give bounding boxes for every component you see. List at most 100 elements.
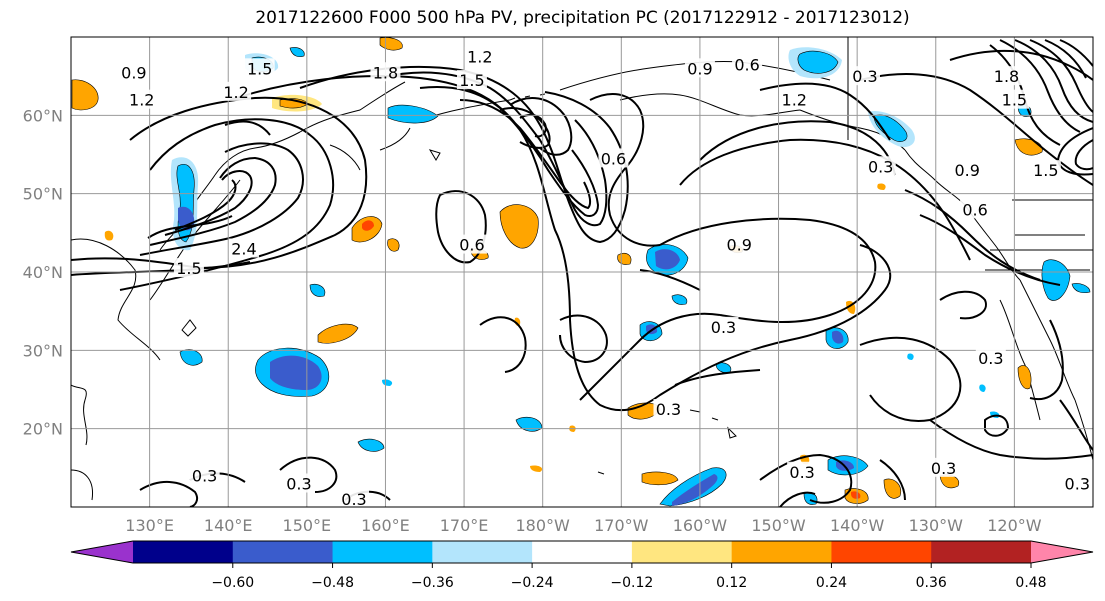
contour-label: 1.8	[994, 67, 1019, 86]
colorbar-tick-label: −0.48	[311, 575, 354, 591]
contour-label: 1.5	[176, 259, 201, 278]
precip-negative-region	[309, 283, 326, 297]
pv-contours	[71, 39, 1093, 507]
precip-negative-region	[270, 355, 322, 390]
contour-label-bg	[975, 348, 1006, 368]
colorbar-bin	[332, 541, 433, 563]
colorbar-tick-label: −0.24	[511, 575, 554, 591]
precip-negative-region	[803, 492, 818, 505]
contour-label: 0.3	[852, 67, 877, 86]
contour-label-bg	[189, 465, 220, 485]
contour-label-bg	[173, 258, 204, 278]
contour-label-bg	[228, 238, 259, 258]
figure-title: 2017122600 F000 500 hPa PV, precipitatio…	[255, 8, 910, 28]
lon-tick-label: 170°W	[594, 516, 649, 535]
contour-label-bg	[1030, 160, 1061, 180]
precip-positive-region	[499, 204, 539, 249]
colorbar-tick-label: −0.60	[211, 575, 254, 591]
precip-negative-region	[357, 438, 385, 452]
contour-label: 0.3	[978, 349, 1003, 368]
precip-negative-region	[289, 47, 305, 58]
contour-label-bg	[999, 89, 1030, 109]
lon-tick-label: 150°W	[751, 516, 806, 535]
contour-label-bg	[456, 70, 487, 90]
precip-negative-region	[515, 416, 543, 432]
lat-tick-label: 40°N	[23, 263, 63, 282]
precip-negative-region	[672, 474, 718, 506]
contour-label: 1.5	[459, 71, 484, 90]
contour-label-bg	[779, 89, 810, 109]
colorbar: −0.60 −0.48 −0.36 −0.24 −0.12 0.12 0.24 0.36 0.4…	[70, 540, 1094, 591]
contour-label: 1.5	[1033, 161, 1058, 180]
contour-label: 1.2	[782, 91, 807, 110]
precip-positive-region	[877, 183, 886, 190]
contour-label: 0.3	[192, 467, 217, 486]
contour-label: 1.5	[1002, 91, 1027, 110]
contour-label: 1.5	[247, 59, 272, 78]
contour-label: 0.6	[962, 200, 987, 219]
contour-label-bg	[952, 160, 983, 180]
contour-label-bg	[708, 316, 739, 336]
colorbar-extend-low	[71, 541, 133, 563]
contour-label: 0.3	[286, 475, 311, 494]
contour-label-bg	[928, 457, 959, 477]
precip-positive-region	[387, 238, 400, 252]
contour-label: 0.9	[121, 63, 146, 82]
contour-label: 0.3	[931, 459, 956, 478]
lon-tick-label: 140°E	[204, 516, 253, 535]
precip-negative-region	[655, 249, 680, 270]
contour-label-bg	[456, 234, 487, 254]
contour-label: 2.4	[231, 240, 256, 259]
precip-negative-region	[907, 353, 914, 360]
contour-label: 0.3	[341, 490, 366, 509]
lon-tick-label: 120°W	[987, 516, 1042, 535]
lon-tick-label: 180°W	[516, 516, 571, 535]
lat-tick-label: 30°N	[23, 341, 63, 360]
precip-negative-region	[797, 50, 839, 74]
latitude-labels: 60°N 50°N 40°N 30°N 20°N	[23, 106, 63, 438]
contour-label: 0.6	[459, 236, 484, 255]
contour-label-bg	[724, 234, 755, 254]
colorbar-tick-label: −0.12	[610, 575, 653, 591]
contour-label-bg	[464, 46, 495, 66]
contour-label: 1.2	[129, 91, 154, 110]
lon-tick-label: 170°E	[440, 516, 489, 535]
precip-positive-region	[641, 471, 679, 486]
contour-label-bg	[991, 66, 1022, 86]
lon-tick-label: 140°W	[830, 516, 885, 535]
precip-positive-region	[530, 465, 543, 472]
lat-tick-label: 50°N	[23, 185, 63, 204]
contour-label-bg	[126, 89, 157, 109]
contour-label-bg	[283, 473, 314, 493]
contour-label: 0.3	[656, 400, 681, 419]
map-frame	[70, 36, 1094, 508]
contour-label-bg	[118, 62, 149, 82]
colorbar-bin	[232, 541, 334, 563]
precip-negative-region	[873, 114, 908, 142]
contour-label: 0.3	[1065, 475, 1090, 494]
contour-label-bg	[1062, 473, 1093, 493]
contour-label: 1.2	[223, 83, 248, 102]
contour-label-bg	[850, 66, 881, 86]
contour-label-bg	[221, 81, 252, 101]
precip-positive-region	[104, 230, 114, 241]
contour-label: 0.3	[711, 318, 736, 337]
coastlines	[71, 37, 1093, 501]
precip-positive-region	[362, 220, 374, 231]
colorbar-bin	[432, 541, 533, 563]
precip-positive-region	[1017, 365, 1032, 390]
precip-positive-region	[1014, 138, 1043, 156]
precip-negative-region	[979, 384, 986, 392]
precip-negative-region	[1071, 283, 1091, 294]
precip-negative-region	[179, 349, 203, 366]
lon-tick-label: 160°W	[673, 516, 728, 535]
contour-label: 0.3	[789, 463, 814, 482]
lon-tick-label: 160°E	[361, 516, 410, 535]
precip-positive-region	[851, 491, 861, 499]
colorbar-bin	[931, 541, 1032, 563]
contour-label-bg	[244, 58, 275, 78]
contour-label-bg	[653, 399, 684, 419]
contour-label-bg	[732, 54, 763, 74]
